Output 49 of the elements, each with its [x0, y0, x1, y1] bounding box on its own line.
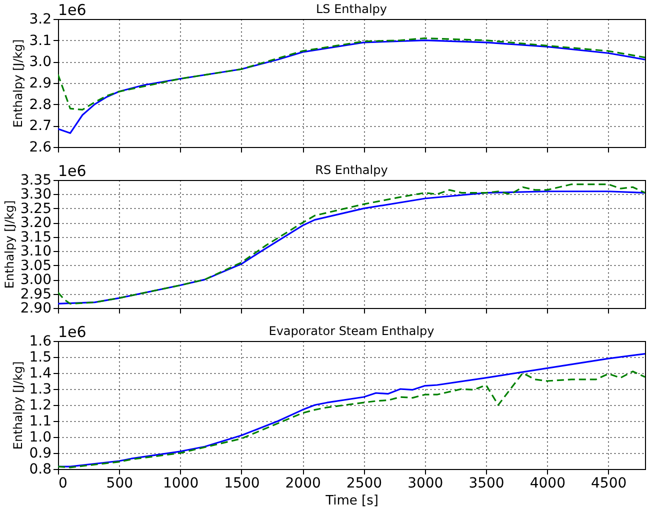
y-tick-label: 2.95 [20, 286, 52, 302]
y-tick-label: 2.6 [29, 140, 52, 156]
line-series [58, 37, 645, 110]
y-tick-label: 2.8 [29, 96, 52, 113]
x-tick-label: 500 [106, 476, 134, 492]
y-tick-label: 1.6 [29, 334, 52, 350]
chart-title: Evaporator Steam Enthalpy [268, 324, 434, 338]
line-series [58, 40, 645, 134]
y-tick-label: 1.3 [29, 382, 52, 398]
y-tick-label: 1.0 [29, 430, 52, 446]
y-tick-label: 3.05 [20, 258, 52, 274]
y-tick-label: 0.9 [29, 446, 52, 462]
y-tick-label: 1.2 [29, 398, 52, 414]
chart-title: RS Enthalpy [315, 163, 388, 177]
y-tick-label: 1.1 [29, 414, 52, 430]
x-tick-label: 2500 [346, 476, 382, 492]
y-tick-label: 3.10 [20, 244, 52, 260]
x-tick-label: 0 [58, 476, 68, 492]
y-tick-label: 2.9 [29, 76, 52, 92]
x-tick-label: 2000 [285, 476, 321, 492]
text: 1e6 [58, 323, 86, 341]
y-tick-label: 3.2 [29, 12, 52, 28]
text: 1e6 [58, 1, 86, 19]
x-tick-label: 4000 [530, 476, 566, 492]
x-tick-label: 3500 [468, 476, 504, 492]
y-tick-label: 1.4 [29, 366, 52, 382]
y-tick-label: 2.7 [29, 118, 52, 134]
y-axis-title: Enthalpy [J/kg] [11, 361, 26, 450]
y-tick-label: 3.15 [20, 229, 52, 246]
y-tick-label: 3.00 [20, 272, 52, 288]
y-tick-label: 0.8 [29, 462, 52, 478]
y-tick-label: 3.35 [20, 172, 52, 188]
y-tick-label: 3.30 [20, 186, 52, 203]
y-tick-label: 3.20 [20, 215, 52, 232]
x-tick-label: 1500 [224, 476, 260, 492]
y-tick-label: 1.5 [29, 350, 52, 366]
y-tick-label: 3.0 [29, 54, 52, 70]
x-tick-label: 4500 [590, 476, 627, 492]
y-tick-label: 3.1 [29, 32, 52, 49]
y-axis-title: Enthalpy [J/kg] [2, 200, 16, 289]
y-axis-title: Enthalpy [J/kg] [11, 39, 26, 128]
x-tick-label: 1000 [162, 476, 199, 492]
x-axis-title: Time [s] [324, 494, 378, 508]
line-series [58, 370, 645, 468]
chart-title: LS Enthalpy [316, 2, 388, 16]
y-tick-label: 3.25 [20, 200, 52, 217]
text: 1e6 [58, 162, 86, 180]
y-tick-label: 2.90 [20, 300, 52, 316]
x-tick-label: 3000 [408, 476, 444, 492]
